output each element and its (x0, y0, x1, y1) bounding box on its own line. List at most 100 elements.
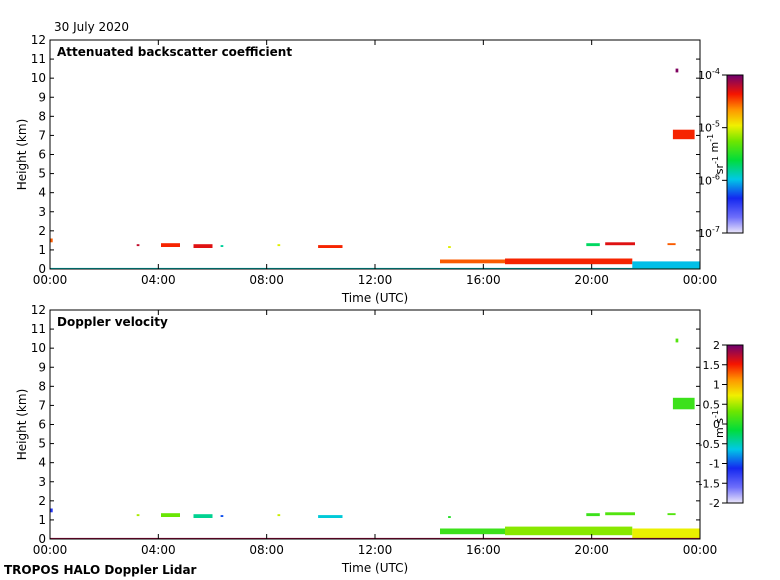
x-axis-label: Time (UTC) (341, 561, 408, 575)
x-tick-label: 00:00 (683, 543, 718, 557)
y-tick-label: 12 (31, 33, 46, 47)
plot-area (50, 40, 700, 269)
y-tick-label: 12 (31, 303, 46, 317)
y-tick-label: 11 (31, 322, 46, 336)
unit-part: m (708, 142, 721, 156)
y-tick-label: 1 (38, 513, 46, 527)
data-feature-0 (50, 238, 53, 243)
x-tick-label: 08:00 (249, 273, 284, 287)
x-tick-label: 04:00 (141, 543, 176, 557)
data-feature-3 (193, 514, 213, 518)
data-feature-4 (220, 515, 224, 517)
x-tick-label: 16:00 (466, 543, 501, 557)
data-feature-2 (161, 243, 180, 247)
colorbar-tick-exponent: -5 (712, 120, 720, 129)
y-tick-label: 4 (38, 456, 46, 470)
data-feature-1 (136, 244, 140, 247)
data-feature-8 (440, 259, 505, 264)
y-tick-label: 5 (38, 167, 46, 181)
x-tick-label: 12:00 (358, 543, 393, 557)
data-feature-3 (193, 244, 213, 248)
panel-title: Attenuated backscatter coefficient (57, 45, 292, 59)
colorbar-tick-label: 0.5 (703, 398, 721, 411)
colorbar-tick-label: 10-5 (698, 120, 720, 135)
colorbar-tick-label: -2 (709, 497, 720, 510)
x-tick-label: 20:00 (574, 543, 609, 557)
unit-exponent: -1 (711, 156, 720, 164)
y-tick-label: 8 (38, 109, 46, 123)
y-tick-label: 5 (38, 437, 46, 451)
y-tick-label: 6 (38, 418, 46, 432)
y-tick-label: 1 (38, 243, 46, 257)
colorbar (726, 344, 744, 504)
x-axis-label: Time (UTC) (341, 291, 408, 305)
data-feature-0 (50, 508, 53, 513)
x-tick-label: 20:00 (574, 273, 609, 287)
colorbar-unit-label: m s-1 (711, 410, 726, 438)
y-tick-label: 6 (38, 148, 46, 162)
data-feature-5 (277, 244, 281, 247)
x-tick-label: 00:00 (33, 543, 68, 557)
colorbar-tick-label: 1.5 (703, 359, 721, 372)
colorbar-tick-label: -0.5 (699, 438, 720, 451)
unit-part: sr (713, 163, 726, 174)
data-feature-14 (672, 129, 695, 140)
data-feature-10 (632, 261, 700, 269)
unit-exponent: -1 (711, 410, 720, 418)
data-feature-10 (632, 528, 700, 538)
plot-area (50, 310, 700, 539)
colorbar-tick-label: 2 (713, 339, 720, 352)
y-tick-label: 4 (38, 186, 46, 200)
data-feature-2 (161, 513, 180, 517)
x-tick-label: 08:00 (249, 543, 284, 557)
x-tick-label: 00:00 (683, 273, 718, 287)
data-feature-1 (136, 514, 140, 517)
data-feature-4 (220, 245, 224, 247)
y-tick-label: 9 (38, 90, 46, 104)
y-tick-label: 2 (38, 224, 46, 238)
colorbar-tick-label: 0 (713, 418, 720, 431)
data-feature-6 (318, 245, 343, 248)
colorbar-tick-label: 10-7 (698, 225, 720, 240)
colorbar-tick-exponent: -4 (712, 67, 720, 76)
footer-credit: TROPOS HALO Doppler Lidar (4, 563, 197, 577)
unit-part: s (713, 418, 726, 427)
data-feature-11 (586, 513, 600, 517)
y-tick-label: 10 (31, 341, 46, 355)
y-tick-label: 11 (31, 52, 46, 66)
y-tick-label: 3 (38, 205, 46, 219)
x-tick-label: 16:00 (466, 273, 501, 287)
colorbar-tick-label: 1 (713, 379, 720, 392)
date-label: 30 July 2020 (54, 20, 130, 34)
data-feature-5 (277, 514, 281, 517)
data-feature-13 (667, 513, 676, 516)
data-feature-7 (448, 516, 451, 518)
y-tick-label: 10 (31, 71, 46, 85)
y-tick-label: 3 (38, 475, 46, 489)
y-axis-label: Height (km) (15, 389, 29, 460)
data-feature-8 (440, 528, 505, 535)
y-tick-label: 7 (38, 128, 46, 142)
x-tick-label: 00:00 (33, 273, 68, 287)
colorbar-tick-label: 10-4 (698, 67, 720, 82)
data-feature-15 (675, 338, 679, 343)
colorbar-tick-exponent: -7 (712, 225, 720, 234)
data-feature-7 (448, 246, 451, 248)
y-tick-label: 7 (38, 398, 46, 412)
colorbar-tick-exponent: -6 (712, 172, 720, 181)
y-tick-label: 2 (38, 494, 46, 508)
data-feature-9 (505, 258, 633, 265)
y-tick-label: 8 (38, 379, 46, 393)
unit-exponent: -1 (706, 134, 715, 142)
data-feature-14 (672, 397, 695, 410)
data-feature-11 (586, 243, 600, 247)
y-tick-label: 0 (38, 532, 46, 546)
data-feature-13 (667, 243, 676, 246)
x-tick-label: 12:00 (358, 273, 393, 287)
y-axis-label: Height (km) (15, 119, 29, 190)
colorbar (726, 74, 744, 234)
colorbar-unit-label: sr-1 m-1 (706, 134, 726, 174)
data-feature-15 (675, 68, 679, 73)
